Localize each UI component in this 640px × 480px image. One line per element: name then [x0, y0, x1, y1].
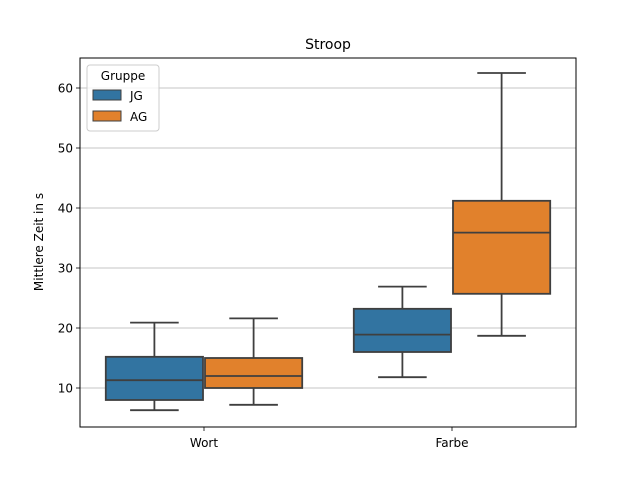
x-tick-label: Wort	[190, 436, 218, 450]
y-tick-label: 50	[58, 142, 73, 156]
box-JG-Farbe	[352, 285, 452, 379]
y-tick-label: 20	[58, 322, 73, 336]
box-AG-Farbe	[452, 72, 552, 337]
legend-swatch-AG	[92, 110, 122, 122]
box-JG-Wort	[104, 321, 204, 412]
chart-title: Stroop	[305, 37, 351, 53]
y-tick-label: 30	[58, 262, 73, 276]
legend: Gruppe JG AG	[86, 64, 160, 132]
x-tick-label: Farbe	[435, 436, 468, 450]
y-axis: 10 20 30 40 50 60	[58, 82, 80, 396]
box-AG-Wort	[204, 317, 304, 406]
y-tick-label: 60	[58, 82, 73, 96]
y-tick-label: 10	[58, 382, 73, 396]
x-axis: Wort Farbe	[190, 427, 469, 450]
legend-title: Gruppe	[101, 69, 145, 83]
box-iqr	[352, 307, 452, 353]
legend-label-JG: JG	[129, 89, 143, 103]
boxes	[104, 72, 552, 412]
y-tick-label: 40	[58, 202, 73, 216]
box-iqr	[452, 199, 552, 295]
plot-frame	[79, 57, 577, 428]
legend-label-AG: AG	[130, 110, 147, 124]
y-axis-label: Mittlere Zeit in s	[32, 193, 46, 291]
legend-swatch-JG	[92, 89, 122, 101]
box-iqr	[104, 355, 204, 401]
box-iqr	[204, 357, 304, 389]
